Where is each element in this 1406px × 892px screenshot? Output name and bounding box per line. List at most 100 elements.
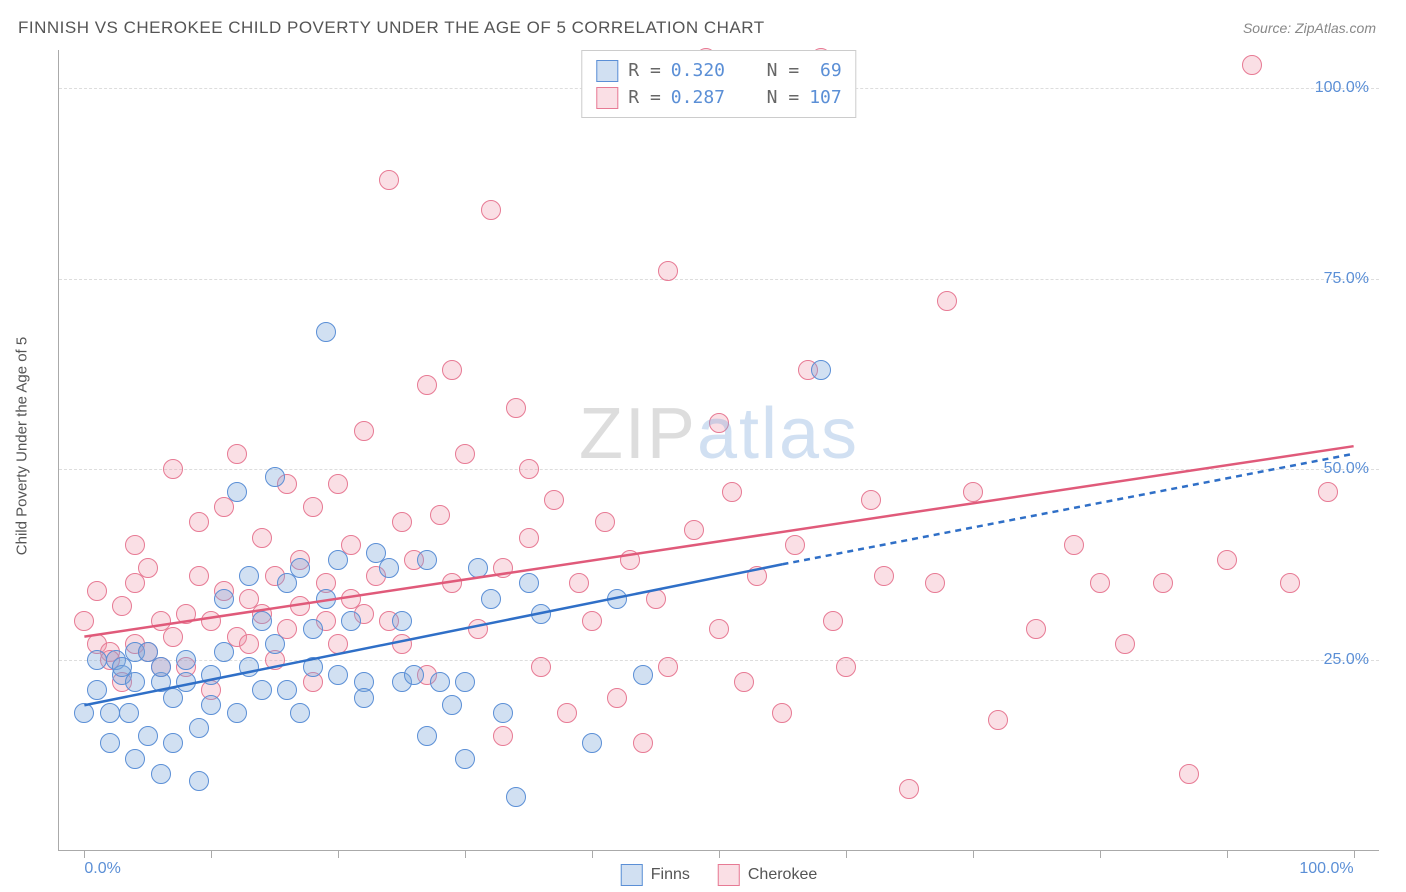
data-point xyxy=(151,657,171,677)
x-tick xyxy=(338,850,339,858)
data-point xyxy=(1242,55,1262,75)
data-point xyxy=(646,589,666,609)
data-point xyxy=(620,550,640,570)
data-point xyxy=(379,170,399,190)
data-point xyxy=(163,627,183,647)
data-point xyxy=(633,665,653,685)
data-point xyxy=(354,688,374,708)
data-point xyxy=(836,657,856,677)
data-point xyxy=(201,695,221,715)
data-point xyxy=(239,566,259,586)
data-point xyxy=(290,596,310,616)
data-point xyxy=(239,634,259,654)
data-point xyxy=(392,634,412,654)
x-tick xyxy=(592,850,593,858)
correlation-legend: R = 0.320 N = 69 R = 0.287 N = 107 xyxy=(581,50,856,118)
watermark: ZIPatlas xyxy=(579,393,859,475)
data-point xyxy=(963,482,983,502)
data-point xyxy=(379,558,399,578)
data-point xyxy=(328,665,348,685)
data-point xyxy=(709,413,729,433)
data-point xyxy=(100,733,120,753)
data-point xyxy=(455,672,475,692)
data-point xyxy=(252,528,272,548)
y-tick-label: 50.0% xyxy=(1324,460,1369,478)
data-point xyxy=(442,573,462,593)
data-point xyxy=(811,360,831,380)
y-axis-label: Child Poverty Under the Age of 5 xyxy=(14,337,31,555)
data-point xyxy=(176,672,196,692)
data-point xyxy=(557,703,577,723)
data-point xyxy=(684,520,704,540)
data-point xyxy=(316,589,336,609)
legend-r-value: 0.287 xyxy=(671,84,725,111)
data-point xyxy=(747,566,767,586)
data-point xyxy=(455,749,475,769)
data-point xyxy=(531,604,551,624)
data-point xyxy=(138,726,158,746)
data-point xyxy=(582,611,602,631)
data-point xyxy=(481,200,501,220)
legend-swatch xyxy=(596,87,618,109)
legend-r-label: R = xyxy=(628,84,661,111)
data-point xyxy=(658,657,678,677)
legend-n-label: N = xyxy=(767,57,800,84)
data-point xyxy=(607,688,627,708)
data-point xyxy=(404,665,424,685)
legend-n-value: 107 xyxy=(809,84,842,111)
data-point xyxy=(493,726,513,746)
data-point xyxy=(531,657,551,677)
data-point xyxy=(125,535,145,555)
data-point xyxy=(1026,619,1046,639)
data-point xyxy=(455,444,475,464)
data-point xyxy=(265,634,285,654)
data-point xyxy=(100,703,120,723)
data-point xyxy=(252,680,272,700)
legend-r-value: 0.320 xyxy=(671,57,725,84)
data-point xyxy=(265,467,285,487)
data-point xyxy=(252,611,272,631)
data-point xyxy=(328,634,348,654)
data-point xyxy=(354,421,374,441)
data-point xyxy=(595,512,615,532)
data-point xyxy=(201,611,221,631)
data-point xyxy=(861,490,881,510)
data-point xyxy=(493,558,513,578)
data-point xyxy=(74,703,94,723)
data-point xyxy=(519,573,539,593)
legend-row: R = 0.320 N = 69 xyxy=(596,57,841,84)
data-point xyxy=(430,672,450,692)
data-point xyxy=(988,710,1008,730)
data-point xyxy=(74,611,94,631)
data-point xyxy=(937,291,957,311)
data-point xyxy=(569,573,589,593)
data-point xyxy=(925,573,945,593)
data-point xyxy=(112,596,132,616)
data-point xyxy=(607,589,627,609)
y-tick-label: 25.0% xyxy=(1324,651,1369,669)
data-point xyxy=(519,459,539,479)
x-tick xyxy=(211,850,212,858)
data-point xyxy=(417,726,437,746)
x-tick-label: 100.0% xyxy=(1299,860,1353,878)
data-point xyxy=(87,650,107,670)
data-point xyxy=(151,764,171,784)
legend-label: Finns xyxy=(651,866,690,884)
data-point xyxy=(1179,764,1199,784)
data-point xyxy=(290,558,310,578)
x-tick xyxy=(1227,850,1228,858)
x-tick xyxy=(973,850,974,858)
data-point xyxy=(1280,573,1300,593)
source-link[interactable]: ZipAtlas.com xyxy=(1295,20,1376,36)
gridline xyxy=(59,279,1379,280)
data-point xyxy=(138,558,158,578)
data-point xyxy=(163,459,183,479)
trend-lines xyxy=(59,50,1379,850)
data-point xyxy=(277,680,297,700)
data-point xyxy=(493,703,513,723)
data-point xyxy=(189,566,209,586)
data-point xyxy=(785,535,805,555)
data-point xyxy=(658,261,678,281)
data-point xyxy=(189,512,209,532)
chart-title: FINNISH VS CHEROKEE CHILD POVERTY UNDER … xyxy=(18,18,765,38)
